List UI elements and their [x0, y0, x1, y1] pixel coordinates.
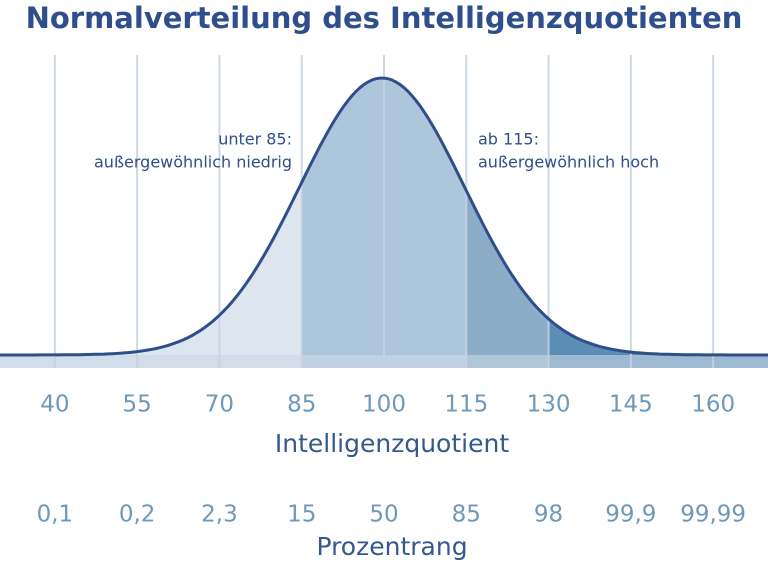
chart-title: Normalverteilung des Intelligenzquotient…: [26, 1, 743, 35]
annotation: unter 85:: [218, 130, 292, 149]
percentile-title: Prozentrang: [316, 532, 467, 561]
region: [466, 78, 549, 368]
x-tick-label: 160: [691, 392, 735, 418]
region: [0, 78, 302, 368]
region: [548, 78, 768, 368]
x-tick-label: 40: [40, 392, 69, 418]
curve: [0, 76, 768, 357]
percentile-label: 99,9: [605, 502, 656, 528]
x-tick-label: 100: [362, 392, 406, 418]
annotation: außergewöhnlich niedrig: [94, 153, 292, 172]
percentile-label: 0,1: [37, 502, 74, 528]
percentile-label: 15: [287, 502, 316, 528]
percentile-label: 98: [534, 502, 563, 528]
x-axis-label: Intelligenzquotient: [275, 429, 509, 458]
percentile-label: 0,2: [119, 502, 156, 528]
grid: [53, 55, 715, 368]
percentile-label: 50: [369, 502, 398, 528]
x-tick-label: 55: [123, 392, 152, 418]
annotation: ab 115:: [478, 130, 539, 149]
percentile-label: 99,99: [680, 502, 746, 528]
percentile-label: 2,3: [201, 502, 238, 528]
x-tick-label: 145: [609, 392, 653, 418]
x-tick-label: 130: [527, 392, 571, 418]
annotation: außergewöhnlich hoch: [478, 153, 659, 172]
percentile-label: 85: [452, 502, 481, 528]
x-tick-label: 70: [205, 392, 234, 418]
x-tick-label: 85: [287, 392, 316, 418]
x-tick-label: 115: [444, 392, 488, 418]
